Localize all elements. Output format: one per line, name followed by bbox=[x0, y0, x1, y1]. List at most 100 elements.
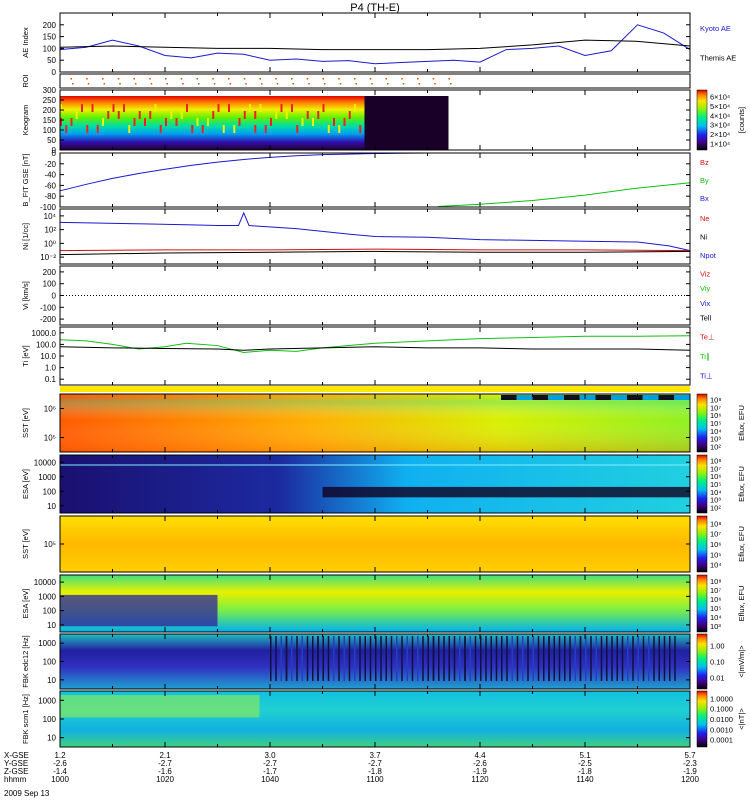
spectrogram-stripe bbox=[480, 636, 482, 681]
spectrogram-stripe bbox=[621, 636, 624, 681]
keogram-streak bbox=[128, 125, 131, 133]
colorbar-tick-label: 10⁴ bbox=[710, 427, 722, 436]
spectrogram-stripe bbox=[606, 636, 608, 681]
y-tick-label: 1000.0 bbox=[32, 329, 57, 338]
spectrogram-stripe bbox=[648, 636, 650, 681]
y-tick-label: 100 bbox=[43, 487, 57, 496]
roi-mark bbox=[387, 83, 389, 85]
colorbar-tick-label: 10⁸ bbox=[710, 395, 722, 404]
y-tick-label: 1000 bbox=[38, 696, 56, 705]
keogram-streak bbox=[338, 125, 341, 133]
keogram-streak bbox=[138, 111, 141, 119]
keogram-streak bbox=[254, 111, 257, 119]
colorbar bbox=[696, 574, 708, 633]
spectrogram-stripe bbox=[385, 636, 387, 681]
spectrogram-stripe bbox=[501, 636, 503, 681]
footer-tick-label: -1.4 bbox=[53, 767, 67, 776]
footer-tick-label: -1.6 bbox=[158, 767, 172, 776]
panel-fbk2: FBK scm1 [Hz] 1000 100 10 1.0000 0.10000.0100… bbox=[21, 690, 746, 748]
spectrogram-stripe bbox=[401, 636, 403, 681]
spectrogram-block bbox=[642, 395, 659, 400]
panel-esa2: ESA [eV] 10000 1000 100 10 10⁸10⁷10⁶10⁵10⁴10³… bbox=[21, 574, 746, 633]
spectrogram-stripe bbox=[595, 636, 597, 681]
colorbar-tick-label: 0.01 bbox=[710, 674, 725, 683]
spectrogram-stripe bbox=[464, 636, 466, 681]
roi-mark bbox=[229, 83, 231, 85]
keogram-streak bbox=[259, 104, 262, 112]
y-tick-label: 1.0 bbox=[45, 364, 57, 373]
y-axis-label: Ni [1/cc] bbox=[21, 223, 30, 250]
spectrogram-stripe bbox=[285, 636, 288, 681]
panel-temperature: Ti [eV]1000.0 100.0 10.0 1.0 0.1 Te⊥ Ti∥ Ti⊥ bbox=[21, 326, 715, 386]
keogram-streak bbox=[96, 125, 99, 133]
keogram-streak bbox=[354, 104, 356, 112]
spectrogram-stripe bbox=[522, 636, 524, 681]
y-tick-label: 10⁵ bbox=[44, 540, 56, 549]
spectrogram-block bbox=[627, 395, 643, 400]
roi-mark bbox=[292, 83, 294, 85]
keogram-streak bbox=[243, 111, 246, 119]
series-line bbox=[59, 211, 691, 252]
spectrogram-block bbox=[611, 395, 627, 400]
roi-mark bbox=[70, 78, 72, 80]
roi-mark bbox=[369, 78, 372, 80]
spectrogram-stripe bbox=[627, 636, 629, 681]
keogram-streak bbox=[175, 118, 178, 126]
colorbar-tick-label: 4×10⁴ bbox=[710, 111, 730, 120]
keogram-streak bbox=[81, 104, 83, 112]
footer-tick-label: -1.8 bbox=[578, 767, 592, 776]
footer-tick-label: 1.2 bbox=[54, 751, 66, 760]
colorbar-label: [counts] bbox=[737, 107, 746, 133]
legend-entry: Ne bbox=[700, 214, 710, 223]
spectrogram-stripe bbox=[322, 636, 324, 681]
roi-mark bbox=[275, 78, 277, 80]
colorbar-tick-label: 0.0001 bbox=[710, 736, 733, 745]
y-tick-label: 150 bbox=[43, 116, 57, 125]
roi-mark bbox=[306, 78, 309, 80]
keogram-streak bbox=[249, 104, 251, 112]
keogram-streak bbox=[180, 111, 183, 119]
keogram-streak bbox=[165, 118, 167, 126]
keogram-dark bbox=[364, 96, 449, 150]
spectrogram-stripe bbox=[411, 636, 414, 681]
legend-entry: Themis AE bbox=[700, 53, 736, 62]
y-tick-label: 150 bbox=[43, 33, 57, 42]
keogram-streak bbox=[70, 118, 73, 126]
series-line bbox=[59, 346, 691, 351]
colorbar-tick-label: 10⁷ bbox=[710, 586, 721, 595]
y-tick-label: 10 bbox=[47, 502, 56, 511]
y-tick-label: -200 bbox=[40, 315, 57, 324]
roi-mark bbox=[355, 83, 357, 85]
roi-mark bbox=[276, 83, 279, 85]
y-tick-label: 100 bbox=[43, 715, 57, 724]
y-tick-label: 10⁵ bbox=[44, 434, 56, 443]
x-axis-footer: X-GSE 1.2 2.1 3.0 3.7 4.4 5.1 5.7Y-GSE -2.6 -2.7-… bbox=[4, 751, 699, 798]
keogram-streak bbox=[296, 125, 299, 133]
roi-mark bbox=[133, 78, 135, 80]
roi-mark bbox=[261, 83, 263, 85]
colorbar-tick-label: 10⁸ bbox=[710, 519, 722, 528]
spectrogram-stripe bbox=[674, 636, 676, 681]
y-tick-label: 300 bbox=[43, 86, 57, 95]
colorbar-tick-label: 1×10⁴ bbox=[710, 139, 730, 148]
colorbar-tick-label: 10⁵ bbox=[710, 419, 721, 428]
footer-tick-label: 3.0 bbox=[264, 751, 276, 760]
keogram-streak bbox=[333, 118, 335, 126]
series-line bbox=[59, 24, 691, 65]
legend-entry: Vix bbox=[700, 299, 711, 308]
keogram-streak bbox=[238, 118, 241, 126]
roi-mark bbox=[418, 83, 420, 85]
series-line bbox=[437, 182, 691, 207]
keogram-band bbox=[60, 96, 365, 150]
colorbar-tick-label: 6×10⁴ bbox=[710, 93, 730, 102]
footer-tick-label: 4.4 bbox=[474, 751, 486, 760]
spectrogram-stripe bbox=[327, 636, 330, 681]
footer-tick-label: -2.3 bbox=[683, 759, 697, 768]
spectrogram-block bbox=[532, 395, 549, 400]
y-tick-label: -100 bbox=[40, 303, 57, 312]
spectrogram-stripe bbox=[301, 636, 303, 681]
spectrogram-stripe bbox=[658, 636, 660, 681]
colorbar-tick-label: 0.0100 bbox=[710, 715, 733, 724]
panel-density: Ni [1/cc] 10⁴ 10² 10⁰ 10⁻² Ne Ni Npot bbox=[21, 208, 717, 265]
spectrogram-block bbox=[564, 395, 580, 400]
